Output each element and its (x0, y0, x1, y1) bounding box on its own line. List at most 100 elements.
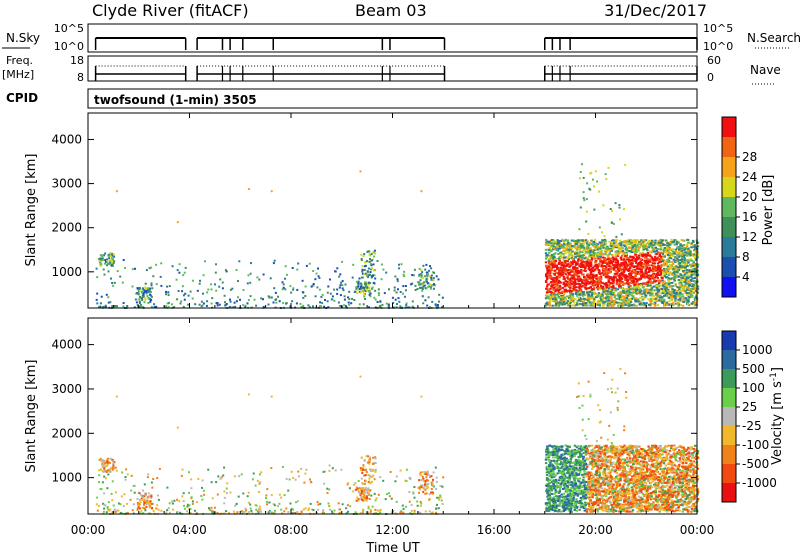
data-point (560, 261, 563, 264)
data-point (545, 278, 549, 281)
data-point (570, 239, 574, 242)
data-point (401, 504, 404, 507)
data-point (682, 274, 686, 277)
data-point (625, 276, 628, 279)
data-point (576, 299, 580, 302)
data-point (153, 306, 156, 309)
data-point (598, 226, 601, 229)
data-point (552, 240, 555, 243)
data-point (555, 278, 558, 281)
data-point (136, 288, 139, 291)
data-point (691, 290, 695, 293)
data-point (310, 285, 313, 288)
data-point (99, 302, 102, 305)
data-point (585, 198, 588, 201)
data-point (202, 292, 204, 295)
data-point (411, 274, 414, 276)
data-point (429, 287, 432, 290)
data-point (215, 263, 217, 266)
data-point (612, 266, 615, 269)
data-point (198, 282, 201, 285)
data-point (343, 295, 346, 298)
data-point (553, 278, 556, 281)
data-point (289, 502, 292, 505)
data-point (631, 271, 634, 274)
data-point (562, 256, 566, 259)
data-point (304, 472, 307, 475)
data-point (568, 249, 571, 252)
data-point (548, 269, 552, 272)
data-point (354, 482, 357, 484)
data-point (672, 268, 675, 271)
data-point (589, 254, 593, 257)
data-point (131, 285, 134, 288)
data-point (108, 468, 111, 471)
data-point (374, 469, 377, 472)
data-point (584, 284, 588, 287)
data-point (546, 242, 549, 244)
data-point (674, 269, 677, 272)
data-point (598, 304, 602, 307)
data-point (669, 241, 672, 244)
data-point (663, 285, 666, 288)
data-point (620, 274, 624, 277)
data-point (110, 467, 112, 470)
data-point (577, 259, 580, 262)
data-point (150, 494, 153, 497)
data-point (404, 295, 406, 298)
data-point (651, 297, 655, 300)
colorbar-tick-label: 4 (742, 270, 750, 284)
data-point (557, 273, 561, 276)
data-point (634, 271, 637, 274)
data-point (665, 268, 668, 271)
data-point (573, 287, 576, 290)
data-point (606, 289, 609, 292)
data-point (367, 492, 369, 495)
data-point (145, 269, 148, 272)
data-point (203, 493, 206, 496)
data-point (662, 290, 665, 293)
data-point (607, 479, 610, 482)
data-point (549, 256, 553, 259)
data-point (369, 482, 372, 485)
data-point (577, 290, 580, 293)
data-point (672, 242, 675, 245)
data-point (412, 491, 415, 494)
data-point (692, 283, 696, 286)
data-point (631, 244, 634, 247)
data-point (553, 261, 556, 264)
data-point (569, 245, 572, 247)
data-point (607, 284, 611, 287)
data-point (345, 305, 347, 308)
data-point (379, 304, 381, 307)
data-point (653, 276, 657, 279)
data-point (208, 507, 210, 510)
data-point (667, 268, 671, 271)
data-point (347, 301, 350, 304)
data-point (570, 247, 574, 250)
data-point (663, 304, 667, 307)
data-point (420, 274, 423, 277)
data-point (555, 264, 558, 267)
data-point (289, 305, 292, 308)
data-point (423, 487, 426, 490)
data-point (628, 246, 631, 249)
data-point (672, 271, 675, 274)
data-point (665, 263, 669, 266)
data-point (547, 249, 551, 251)
data-point (551, 304, 554, 307)
data-point (311, 508, 314, 511)
data-point (691, 244, 695, 247)
data-point (662, 251, 666, 254)
data-point (167, 294, 170, 297)
data-point (572, 268, 575, 271)
data-point (677, 266, 680, 269)
data-point (677, 449, 681, 452)
data-point (596, 301, 599, 304)
data-point (683, 248, 687, 251)
data-point (670, 294, 673, 296)
data-point (428, 510, 431, 513)
data-point (602, 301, 605, 304)
data-point (137, 306, 140, 308)
data-point (599, 284, 603, 287)
